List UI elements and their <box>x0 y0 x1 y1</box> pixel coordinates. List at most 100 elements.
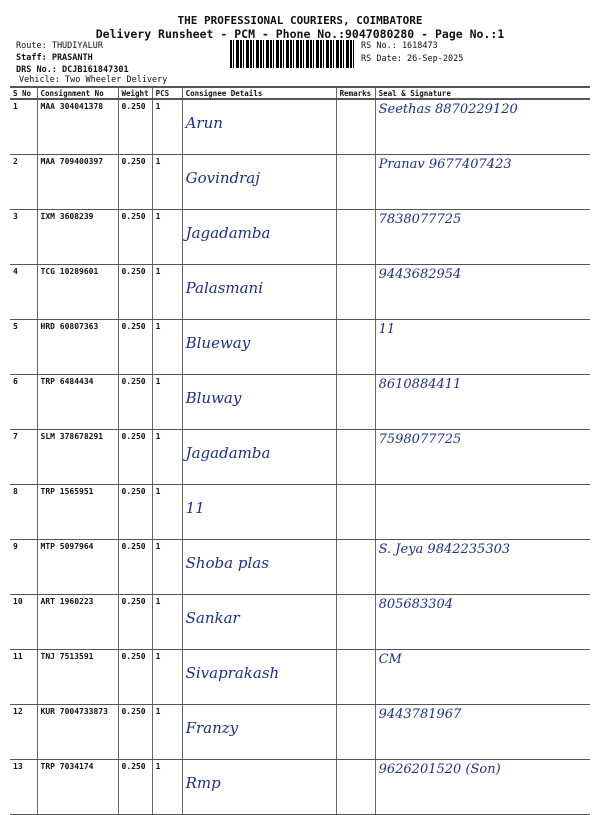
runsheet-table: S No Consignment No Weight PCS Consignee Det… <box>10 86 590 815</box>
cell-sig: 7598077725 <box>374 429 590 485</box>
cell-remarks <box>335 594 376 650</box>
cell-sno: 6 <box>10 374 37 430</box>
cell-sig: 11 <box>374 319 590 375</box>
cell-pcs: 1 <box>151 374 183 430</box>
cell-sig: 7838077725 <box>374 209 590 265</box>
table-row: 10 ART 1960223 0.250 1 Sankar 805683304 <box>10 594 590 650</box>
runsheet-title: Delivery Runsheet - PCM - Phone No.:9047… <box>95 27 505 41</box>
cell-wt: 0.250 <box>117 429 153 485</box>
cell-sig <box>374 484 590 540</box>
cell-sno: 10 <box>10 594 37 650</box>
cell-wt: 0.250 <box>117 649 153 705</box>
cell-pcs: 1 <box>151 539 183 595</box>
cell-sno: 8 <box>10 484 37 540</box>
company-name: THE PROFESSIONAL COURIERS, COIMBATORE <box>177 14 423 27</box>
column-header: S No <box>10 86 37 100</box>
cell-cn: MAA 709400397 <box>36 154 118 210</box>
table-row: 9 MTP 5097964 0.250 1 Shoba plas S. Jeya 9842… <box>10 539 590 595</box>
cell-remarks <box>335 484 376 540</box>
cell-sno: 13 <box>10 759 37 815</box>
cell-cn: TRP 7034174 <box>36 759 118 815</box>
cell-sno: 1 <box>10 99 37 155</box>
cell-pcs: 1 <box>151 704 183 760</box>
cell-cn: TNJ 7513591 <box>36 649 118 705</box>
column-header: PCS <box>151 86 183 100</box>
table-row: 7 SLM 378678291 0.250 1 Jagadamba 7598077725 <box>10 429 590 485</box>
column-header: Consignment No <box>36 86 118 100</box>
column-header: Weight <box>117 86 153 100</box>
cell-pcs: 1 <box>151 484 183 540</box>
cell-consignee: Shoba plas <box>181 539 337 595</box>
table-row: 5 HRD 60807363 0.250 1 Blueway 11 <box>10 319 590 375</box>
barcode <box>230 40 356 68</box>
table-row: 2 MAA 709400397 0.250 1 Govindraj Pranav 9677… <box>10 154 590 210</box>
cell-wt: 0.250 <box>117 539 153 595</box>
cell-remarks <box>335 649 376 705</box>
cell-wt: 0.250 <box>117 484 153 540</box>
cell-pcs: 1 <box>151 319 183 375</box>
cell-sig: CM <box>374 649 590 705</box>
cell-pcs: 1 <box>151 264 183 320</box>
cell-sig: 9443781967 <box>374 704 590 760</box>
cell-sno: 3 <box>10 209 37 265</box>
cell-consignee: Sivaprakash <box>181 649 337 705</box>
cell-sno: 5 <box>10 319 37 375</box>
cell-remarks <box>335 319 376 375</box>
cell-sno: 7 <box>10 429 37 485</box>
staff: Staff: PRASANTH <box>16 53 93 63</box>
rs-date: RS Date: 26-Sep-2025 <box>361 54 464 64</box>
cell-cn: MTP 5097964 <box>36 539 118 595</box>
cell-cn: TRP 1565951 <box>36 484 118 540</box>
cell-remarks <box>335 539 376 595</box>
cell-consignee: Jagadamba <box>181 209 337 265</box>
cell-sig: Pranav 9677407423 <box>374 154 590 210</box>
cell-sig: 9626201520 (Son) <box>374 759 590 815</box>
cell-sno: 9 <box>10 539 37 595</box>
cell-wt: 0.250 <box>117 209 153 265</box>
cell-sno: 12 <box>10 704 37 760</box>
cell-sig: 805683304 <box>374 594 590 650</box>
cell-consignee: Rmp <box>181 759 337 815</box>
column-header: Remarks <box>335 86 376 100</box>
cell-sig: 9443682954 <box>374 264 590 320</box>
cell-sno: 4 <box>10 264 37 320</box>
cell-sig: S. Jeya 9842235303 <box>374 539 590 595</box>
cell-consignee: Blueway <box>181 319 337 375</box>
cell-remarks <box>335 374 376 430</box>
cell-cn: TRP 6484434 <box>36 374 118 430</box>
cell-wt: 0.250 <box>117 704 153 760</box>
cell-remarks <box>335 154 376 210</box>
table-row: 11 TNJ 7513591 0.250 1 Sivaprakash CM <box>10 649 590 705</box>
cell-wt: 0.250 <box>117 264 153 320</box>
cell-consignee: Franzy <box>181 704 337 760</box>
cell-consignee: Bluway <box>181 374 337 430</box>
cell-cn: ART 1960223 <box>36 594 118 650</box>
cell-remarks <box>335 429 376 485</box>
vehicle: Vehicle: Two Wheeler Delivery <box>19 75 168 85</box>
cell-wt: 0.250 <box>117 154 153 210</box>
drs-no: DRS No.: DCJB161847301 <box>16 65 129 75</box>
cell-pcs: 1 <box>151 649 183 705</box>
cell-pcs: 1 <box>151 759 183 815</box>
cell-wt: 0.250 <box>117 594 153 650</box>
cell-pcs: 1 <box>151 99 183 155</box>
cell-consignee: Palasmani <box>181 264 337 320</box>
cell-wt: 0.250 <box>117 374 153 430</box>
cell-wt: 0.250 <box>117 99 153 155</box>
cell-consignee: 11 <box>181 484 337 540</box>
cell-consignee: Govindraj <box>181 154 337 210</box>
table-row: 8 TRP 1565951 0.250 1 11 <box>10 484 590 540</box>
table-row: 12 KUR 7004733873 0.250 1 Franzy 9443781967 <box>10 704 590 760</box>
cell-cn: IXM 3608239 <box>36 209 118 265</box>
cell-pcs: 1 <box>151 429 183 485</box>
cell-consignee: Arun <box>181 99 337 155</box>
cell-cn: SLM 378678291 <box>36 429 118 485</box>
rs-no: RS No.: 1618473 <box>361 41 438 51</box>
cell-remarks <box>335 759 376 815</box>
cell-sno: 2 <box>10 154 37 210</box>
cell-wt: 0.250 <box>117 759 153 815</box>
column-header: Consignee Details <box>181 86 337 100</box>
cell-pcs: 1 <box>151 209 183 265</box>
cell-remarks <box>335 209 376 265</box>
table-row: 6 TRP 6484434 0.250 1 Bluway 8610884411 <box>10 374 590 430</box>
